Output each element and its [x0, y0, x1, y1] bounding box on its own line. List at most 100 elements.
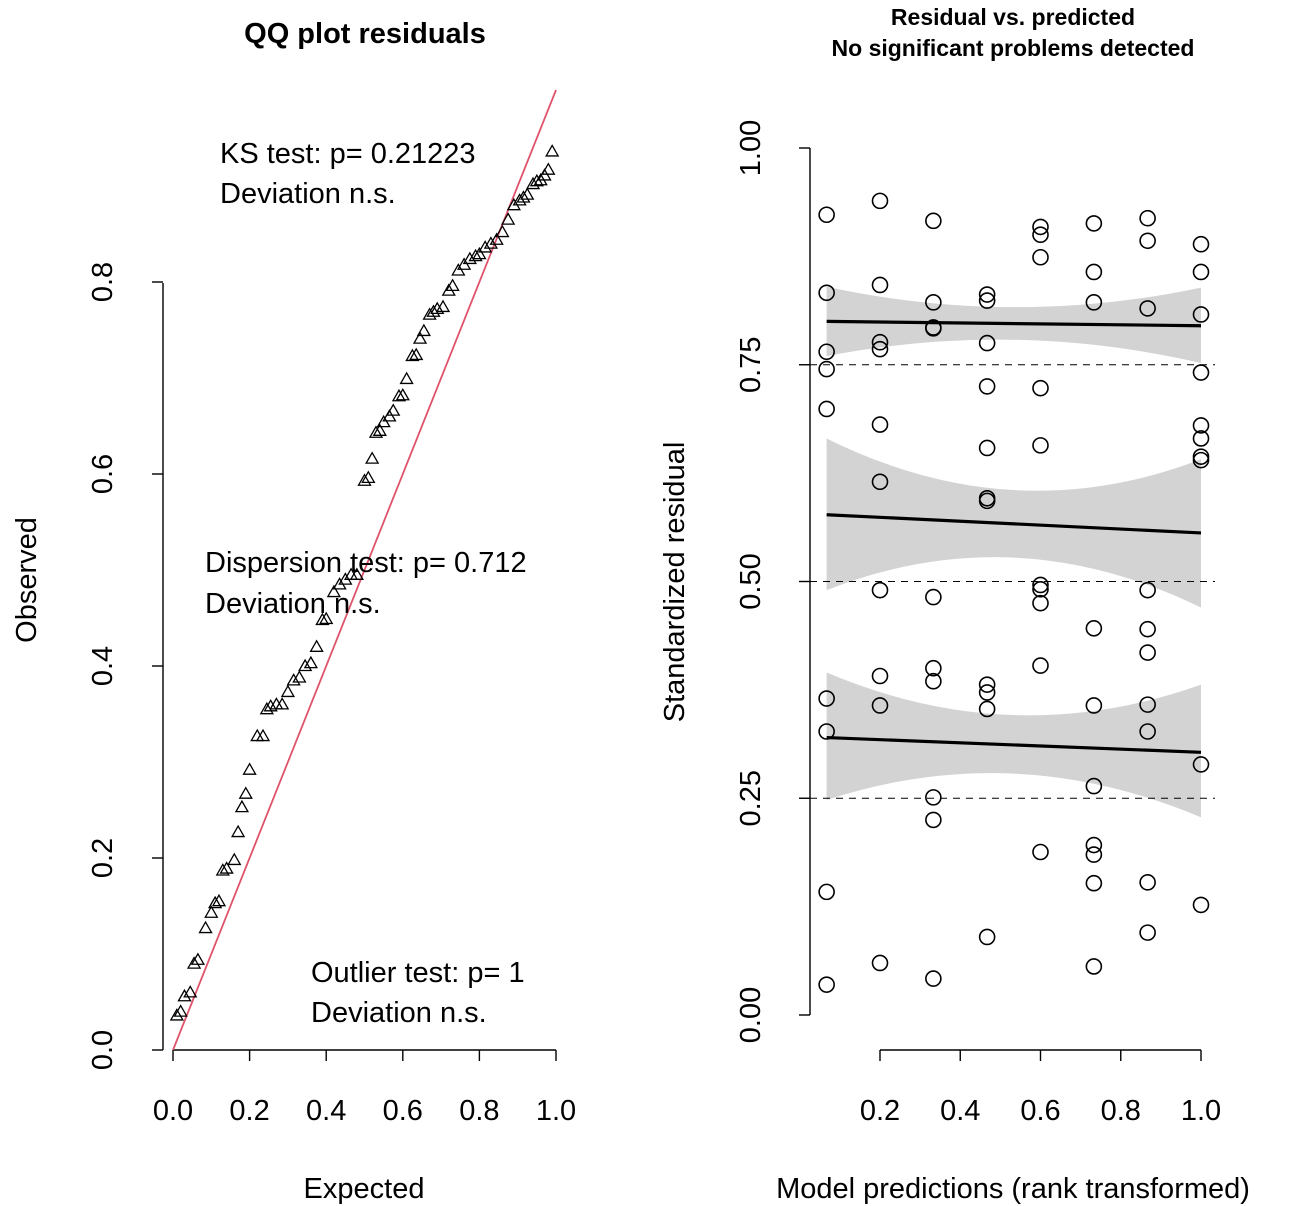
- residual-point: [1085, 294, 1103, 311]
- residual-point: [1032, 437, 1049, 454]
- residual-point: [818, 976, 835, 993]
- ks-deviation-text: Deviation n.s.: [220, 178, 396, 210]
- quantile-fit-lines: [826, 319, 1202, 754]
- qq-point: [541, 162, 556, 175]
- qq-x-tick-label: 0.2: [229, 1095, 269, 1127]
- qq-point: [399, 371, 414, 385]
- outlier-test-text: Outlier test: p= 1: [311, 957, 525, 989]
- residual-point: [1192, 364, 1210, 381]
- qq-point: [230, 824, 246, 838]
- qq-y-ticks: 0.0 0.2 0.4 0.6 0.8: [87, 262, 163, 1070]
- residual-points: [818, 192, 1210, 993]
- residual-point: [871, 276, 889, 294]
- qq-point: [489, 232, 504, 245]
- residual-point: [1032, 657, 1049, 674]
- residual-point: [1032, 594, 1049, 612]
- qq-point: [445, 278, 460, 291]
- qq-point: [190, 952, 206, 965]
- qq-x-axis-label: Expected: [304, 1173, 425, 1205]
- qq-plot-title: QQ plot residuals: [244, 18, 486, 50]
- residual-y-tick-label: 1.00: [735, 120, 767, 176]
- residual-point: [1139, 644, 1156, 661]
- residual-point: [1139, 300, 1156, 317]
- dispersion-deviation-text: Deviation n.s.: [205, 588, 381, 620]
- residual-point: [871, 416, 889, 433]
- qq-point: [177, 988, 192, 1002]
- residual-point: [818, 284, 835, 302]
- residual-point: [925, 320, 942, 337]
- residual-x-tick-label: 0.4: [940, 1095, 980, 1127]
- residual-point: [871, 192, 889, 210]
- residual-plot-title-line-1: Residual vs. predicted: [891, 4, 1135, 30]
- residual-plot-title-line-2: No significant problems detected: [832, 35, 1195, 61]
- residual-point: [818, 206, 835, 224]
- qq-point: [372, 423, 387, 436]
- residual-point: [925, 294, 942, 311]
- residual-point: [871, 697, 889, 714]
- qq-point: [186, 956, 202, 969]
- qq-point: [280, 684, 296, 698]
- qq-point: [391, 388, 407, 402]
- ks-test-text: KS test: p= 0.21223: [220, 138, 476, 170]
- qq-y-tick-label: 0.8: [87, 262, 119, 302]
- qq-point: [292, 670, 307, 683]
- qq-x-tick-label: 0.0: [153, 1095, 193, 1127]
- residual-point: [1139, 723, 1156, 740]
- residual-point: [1085, 874, 1103, 892]
- residual-point: [1085, 836, 1103, 854]
- residual-point: [925, 811, 942, 829]
- residual-point: [978, 492, 996, 510]
- qq-point: [303, 655, 319, 669]
- residual-point: [1139, 232, 1156, 250]
- qq-reference-line: [172, 89, 557, 1051]
- qq-y-tick-label: 0.4: [87, 646, 119, 686]
- qq-point: [357, 473, 372, 486]
- qq-points: [169, 144, 560, 1021]
- residual-point: [925, 588, 942, 606]
- residual-plot-panel: Residual vs. predicted No significant pr…: [659, 4, 1250, 1205]
- qq-point: [361, 470, 376, 483]
- residual-point: [925, 970, 942, 987]
- qq-point: [173, 1004, 188, 1017]
- residual-x-tick-label: 1.0: [1181, 1095, 1221, 1127]
- qq-point: [208, 895, 223, 909]
- residual-point: [1192, 417, 1210, 434]
- residual-point: [871, 954, 889, 972]
- residual-point: [1032, 581, 1049, 598]
- residual-point: [1085, 215, 1103, 232]
- qq-point: [349, 567, 364, 580]
- residual-x-tick-label: 0.2: [860, 1095, 900, 1127]
- qq-point: [183, 985, 198, 998]
- residual-x-axis-label: Model predictions (rank transformed): [776, 1173, 1250, 1205]
- qq-point: [462, 251, 477, 265]
- residual-point: [1192, 235, 1210, 253]
- quantile-fit-line-1: [826, 735, 1202, 754]
- qq-x-tick-label: 0.8: [459, 1095, 499, 1127]
- residual-point: [1032, 379, 1049, 397]
- qq-point: [416, 323, 431, 337]
- qq-point: [472, 246, 487, 260]
- qq-point: [298, 658, 313, 672]
- qq-point: [516, 190, 531, 203]
- residual-point: [1139, 581, 1156, 599]
- residual-point: [871, 667, 889, 685]
- qq-point: [255, 728, 271, 742]
- residual-point: [1192, 306, 1210, 323]
- qq-point: [405, 348, 420, 362]
- residual-point: [1032, 843, 1049, 861]
- quantile-reference-lines: [810, 364, 1215, 799]
- residual-axes: [809, 148, 1201, 1051]
- qq-point: [309, 639, 324, 652]
- residual-point: [978, 684, 996, 701]
- qq-point: [234, 799, 250, 813]
- residual-point: [1139, 924, 1156, 941]
- qq-y-axis-label: Observed: [11, 517, 43, 643]
- qq-y-tick-label: 0.2: [87, 838, 119, 878]
- residual-point: [818, 690, 835, 707]
- residual-x-ticks: 0.2 0.4 0.6 0.8 1.0: [860, 1050, 1221, 1127]
- qq-point: [483, 236, 499, 249]
- residual-point: [1032, 226, 1049, 243]
- residual-point: [1192, 756, 1210, 773]
- residual-point: [925, 672, 942, 690]
